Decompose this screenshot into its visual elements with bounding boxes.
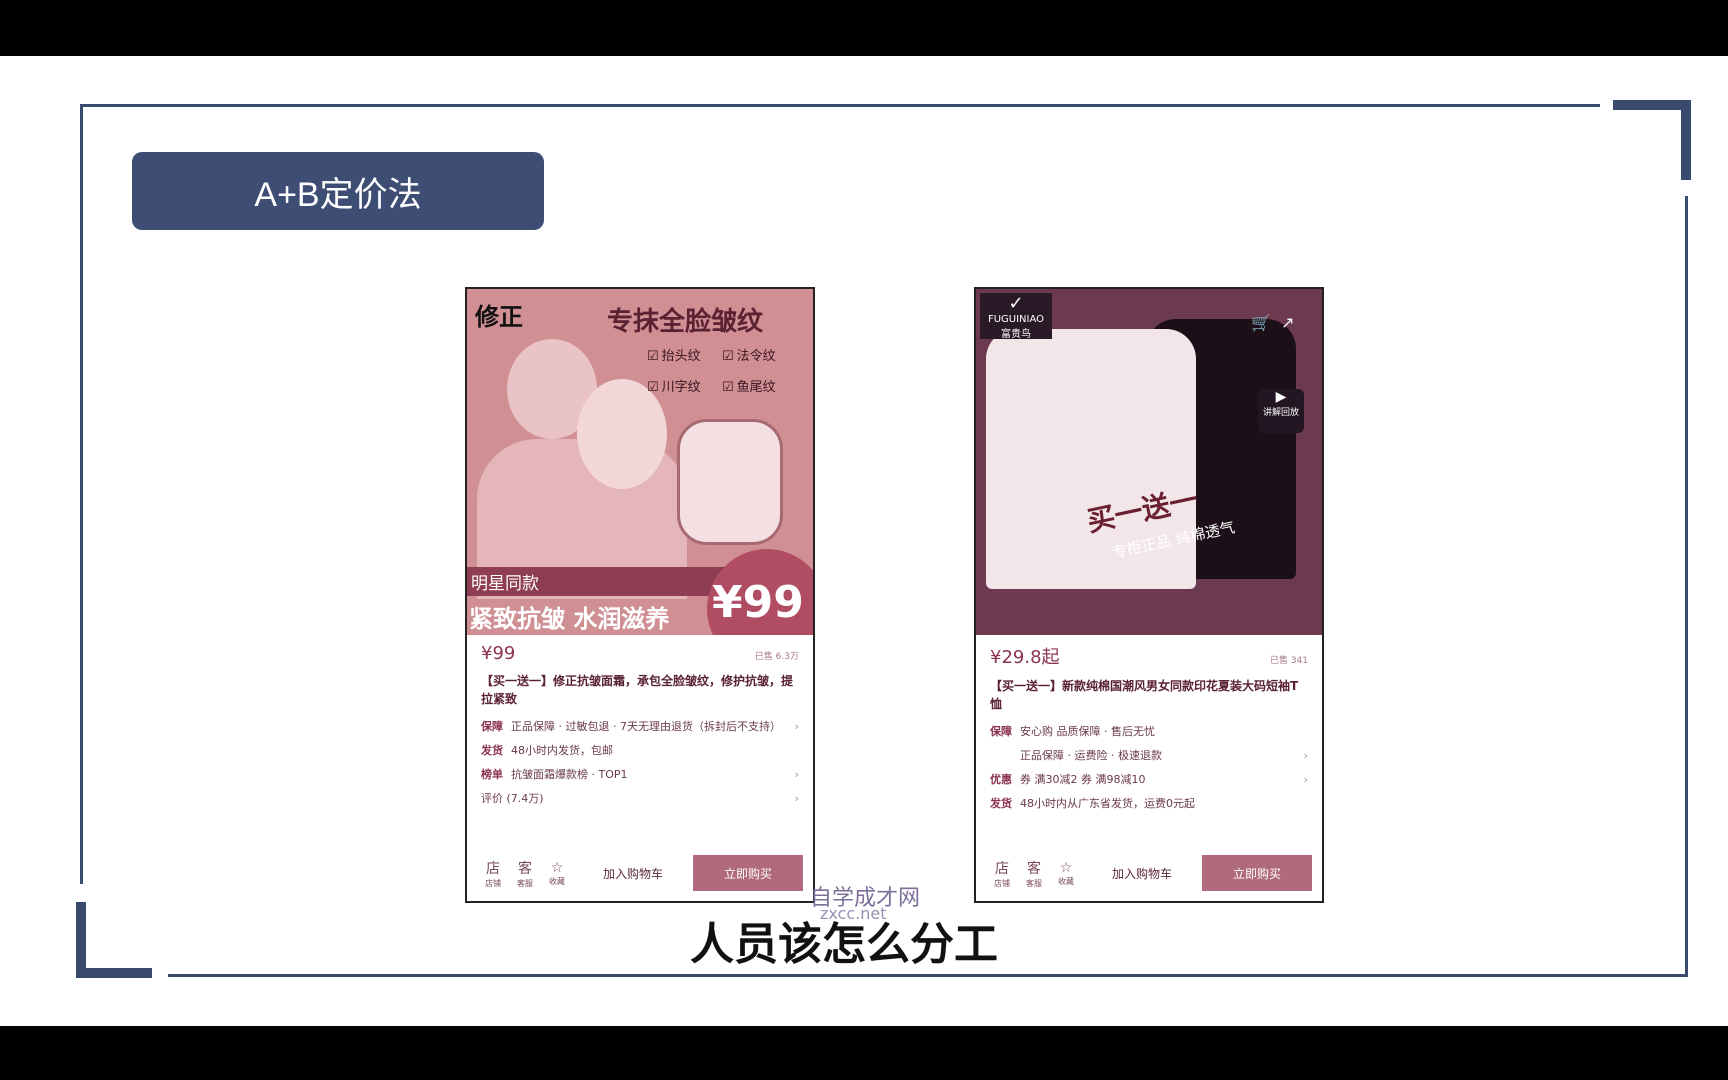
row-value: 安心购 品质保障 · 售后无忧 (1020, 725, 1155, 738)
product-info: ¥29.8起 已售 341 【买一送一】新款纯棉国潮风男女同款印花夏装大码短袖T… (976, 635, 1322, 827)
replay-button[interactable]: ▶ 讲解回放 (1258, 389, 1304, 433)
corner-decoration (1613, 100, 1691, 110)
shop-button[interactable]: 店店铺 (477, 858, 509, 889)
row-value: 券 满30减2 券 满98减10 (1020, 773, 1146, 786)
shop-icon: 店 (486, 860, 500, 877)
sold-count: 已售 6.3万 (754, 652, 799, 662)
action-bar: 店店铺 客客服 ☆ 收藏 加入购物车 立即购买 (467, 855, 813, 891)
chevron-right-icon: › (794, 767, 799, 781)
brand-logo: 修正 (475, 303, 523, 331)
feature-tags: 抬头纹 法令纹 川字纹 鱼尾纹 (647, 345, 797, 407)
chevron-right-icon: › (1303, 748, 1308, 762)
shipping-row[interactable]: 发货 48小时内从广东省发货，运费0元起 (990, 795, 1308, 811)
product-title: 【买一送一】新款纯棉国潮风男女同款印花夏装大码短袖T恤 (990, 679, 1299, 711)
buy-now-button[interactable]: 立即购买 (1202, 855, 1312, 891)
shop-label: 店铺 (485, 878, 501, 888)
row-label: 发货 (481, 744, 503, 757)
chevron-right-icon: › (794, 719, 799, 733)
watermark-url: zxcc.net (820, 904, 887, 923)
replay-label: 讲解回放 (1262, 408, 1299, 418)
promo-row[interactable]: 优惠 券 满30减2 券 满98减10 › (990, 771, 1308, 787)
product-card-b: ✓ FUGUINIAO 富贵鸟 🛒 ↗ ▶ 讲解回放 买一送一 专柜正品 纯棉透… (974, 287, 1324, 903)
row-value: 抗皱面霜爆款榜 · TOP1 (511, 768, 628, 781)
product-card-a: 修正 专抹全脸皱纹 抬头纹 法令纹 川字纹 鱼尾纹 明星同款 紧致抗皱 水润滋养… (465, 287, 815, 903)
shipping-row[interactable]: 发货 48小时内发货，包邮 (481, 742, 799, 758)
model-image (577, 379, 667, 489)
service-label: 客服 (1026, 878, 1042, 888)
review-row[interactable]: 评价 (7.4万) › (481, 790, 799, 806)
feature-tag: 鱼尾纹 (722, 376, 797, 395)
row-label: 发货 (990, 797, 1012, 810)
hero-price: ¥99 (712, 577, 804, 628)
row-value: 正品保障 · 运费险 · 极速退款 (1020, 749, 1162, 762)
video-subtitle: 人员该怎么分工 (690, 919, 998, 970)
product-image[interactable]: 修正 专抹全脸皱纹 抬头纹 法令纹 川字纹 鱼尾纹 明星同款 紧致抗皱 水润滋养… (467, 289, 813, 635)
row-value: 正品保障 · 过敏包退 · 7天无理由退货（拆封后不支持） (511, 720, 781, 733)
feature-tag: 法令纹 (722, 345, 797, 364)
product-title: 【买一送一】修正抗皱面霜，承包全脸皱纹，修护抗皱，提拉紧致 (481, 674, 794, 706)
hero-slogan: 紧致抗皱 水润滋养 (469, 605, 670, 633)
frame-line (1685, 196, 1688, 976)
price: ¥99 (481, 643, 516, 664)
corner-decoration (1681, 100, 1691, 180)
service-button[interactable]: 客客服 (1018, 858, 1050, 889)
add-to-cart-button[interactable]: 加入购物车 (1112, 866, 1173, 881)
shop-button[interactable]: 店店铺 (986, 858, 1018, 889)
guarantee-row[interactable]: 保障 正品保障 · 过敏包退 · 7天无理由退货（拆封后不支持） › (481, 718, 799, 734)
feature-tag: 川字纹 (647, 376, 722, 395)
play-icon: ▶ (1275, 389, 1287, 405)
guarantee-row-2[interactable]: 正品保障 · 运费险 · 极速退款 › (990, 747, 1308, 763)
buy-now-button[interactable]: 立即购买 (693, 855, 803, 891)
favorite-button[interactable]: ☆ 收藏 (541, 860, 573, 887)
frame-line (80, 104, 83, 884)
slide-title: A+B定价法 (132, 152, 544, 230)
headset-icon: 客 (1027, 860, 1041, 877)
shop-label: 店铺 (994, 878, 1010, 888)
chevron-right-icon: › (794, 791, 799, 805)
cart-icon[interactable]: 🛒 (1251, 313, 1271, 332)
frame-line (168, 974, 1688, 977)
row-value: 48小时内发货，包邮 (511, 744, 613, 757)
white-shirt-image (986, 329, 1196, 589)
sold-count: 已售 341 (1269, 656, 1308, 666)
review-count: 评价 (7.4万) (481, 792, 544, 805)
price: ¥29.8起 (990, 647, 1060, 668)
brand-name-cn: 富贵鸟 (1001, 329, 1031, 340)
bird-icon: ✓ (1008, 293, 1024, 314)
favorite-label: 收藏 (549, 876, 565, 886)
frame-line (80, 104, 1600, 107)
favorite-label: 收藏 (1058, 876, 1074, 886)
hero-headline: 专抹全脸皱纹 (607, 307, 764, 337)
slide: A+B定价法 (0, 56, 1728, 1026)
star-icon: ☆ (550, 859, 564, 876)
guarantee-row[interactable]: 保障 安心购 品质保障 · 售后无忧 (990, 723, 1308, 739)
row-label: 优惠 (990, 773, 1012, 786)
product-info: ¥99 已售 6.3万 【买一送一】修正抗皱面霜，承包全脸皱纹，修护抗皱，提拉紧… (467, 635, 813, 822)
service-label: 客服 (517, 878, 533, 888)
share-icon[interactable]: ↗ (1281, 313, 1295, 332)
ranking-row[interactable]: 榜单 抗皱面霜爆款榜 · TOP1 › (481, 766, 799, 782)
hero-stripe: 明星同款 (467, 567, 725, 596)
row-value: 48小时内从广东省发货，运费0元起 (1020, 797, 1195, 810)
favorite-button[interactable]: ☆ 收藏 (1050, 860, 1082, 887)
corner-decoration (76, 968, 152, 978)
chevron-right-icon: › (1303, 772, 1308, 786)
brand-name: FUGUINIAO (987, 314, 1045, 325)
action-bar: 店店铺 客客服 ☆ 收藏 加入购物车 立即购买 (976, 855, 1322, 891)
star-icon: ☆ (1059, 859, 1073, 876)
feature-tag: 抬头纹 (647, 345, 722, 364)
watermark: 自学成才网 (810, 886, 921, 911)
corner-decoration (76, 902, 86, 978)
row-label: 保障 (481, 720, 503, 733)
product-image[interactable]: ✓ FUGUINIAO 富贵鸟 🛒 ↗ ▶ 讲解回放 买一送一 专柜正品 纯棉透… (976, 289, 1322, 635)
headset-icon: 客 (518, 860, 532, 877)
row-label: 保障 (990, 725, 1012, 738)
service-button[interactable]: 客客服 (509, 858, 541, 889)
row-label: 榜单 (481, 768, 503, 781)
cream-jar-image (677, 419, 783, 545)
brand-logo: ✓ FUGUINIAO 富贵鸟 (980, 293, 1052, 340)
shop-icon: 店 (995, 860, 1009, 877)
add-to-cart-button[interactable]: 加入购物车 (603, 866, 664, 881)
